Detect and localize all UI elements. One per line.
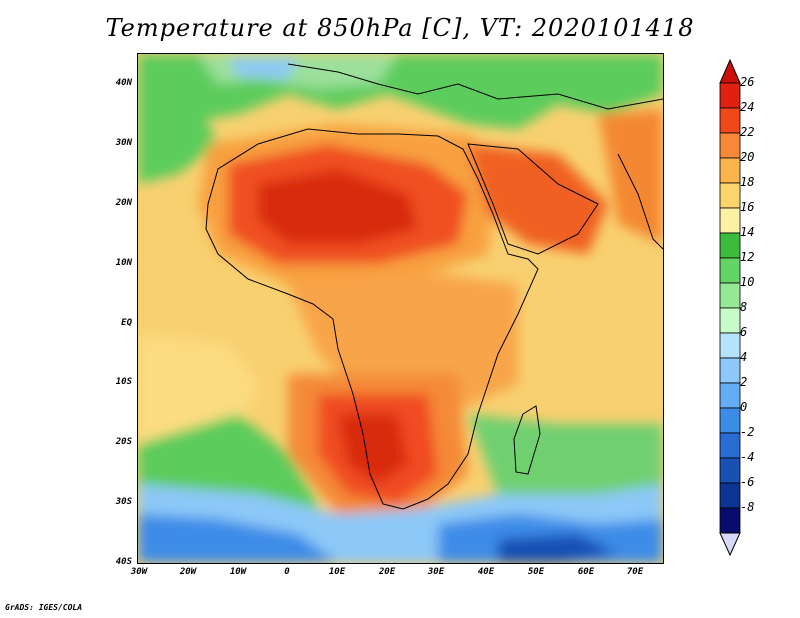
colorbar-box: [719, 232, 741, 259]
colorbar-tick-label: -6: [740, 475, 755, 489]
colorbar-tick-label: 4: [740, 350, 748, 364]
colorbar-tick-label: 6: [740, 325, 748, 339]
colorbar-box: [719, 82, 741, 109]
colorbar-top-arrow: [719, 58, 741, 84]
colorbar: [719, 58, 741, 557]
colorbar-tick-label: 12: [740, 250, 755, 264]
lat-tick-label: 20N: [115, 198, 132, 208]
lon-tick-label: 40E: [477, 567, 495, 577]
lon-tick-label: 30W: [130, 567, 148, 577]
lat-tick-label: 10S: [115, 377, 132, 387]
colorbar-box: [719, 132, 741, 159]
colorbar-tick-label: 20: [740, 150, 755, 164]
indian-ocean-green: [468, 414, 663, 504]
coastlines: [205, 63, 663, 510]
map-svg: [138, 54, 663, 563]
north-blue-patch: [228, 59, 298, 79]
colorbar-tick-label: 18: [740, 175, 755, 189]
chart-title: Temperature at 850hPa [C], VT: 202010141…: [105, 14, 695, 42]
colorbar-box: [719, 182, 741, 209]
colorbar-box: [719, 207, 741, 234]
colorbar-box: [719, 157, 741, 184]
arabia-coastline: [467, 143, 599, 255]
colorbar-box: [719, 332, 741, 359]
colorbar-tick-label: 24: [740, 100, 755, 114]
lon-tick-label: 20E: [378, 567, 396, 577]
colorbar-box: [719, 257, 741, 284]
colorbar-tick-label: 0: [740, 400, 748, 414]
lat-tick-label: EQ: [121, 318, 132, 328]
lon-tick-label: 20W: [179, 567, 197, 577]
lat-tick-label: 30S: [115, 497, 132, 507]
southern-ocean-cold: [138, 514, 338, 563]
sahara-core: [258, 169, 418, 244]
southern-ocean-coldest: [498, 534, 618, 563]
lon-tick-label: 60E: [577, 567, 595, 577]
colorbar-tick-label: -4: [740, 450, 755, 464]
colorbar-tick-label: 26: [740, 75, 755, 89]
lat-tick-label: 20S: [115, 437, 132, 447]
colorbar-bottom-arrow: [719, 532, 741, 557]
colorbar-box: [719, 107, 741, 134]
colorbar-tick-label: 14: [740, 225, 755, 239]
colorbar-tick-label: 22: [740, 125, 755, 139]
colorbar-box: [719, 282, 741, 309]
lat-tick-label: 40N: [115, 78, 132, 88]
lon-tick-label: 10E: [328, 567, 346, 577]
kalahari-core: [338, 414, 408, 484]
lat-tick-label: 30N: [115, 138, 132, 148]
colorbar-tick-label: -2: [740, 425, 755, 439]
colorbar-tick-label: 10: [740, 275, 755, 289]
colorbar-boxes: [719, 82, 741, 534]
temperature-map: [137, 53, 664, 564]
atlantic-north-cool: [138, 94, 218, 184]
lon-tick-label: 10W: [229, 567, 247, 577]
colorbar-box: [719, 432, 741, 459]
colorbar-box: [719, 482, 741, 509]
colorbar-box: [719, 407, 741, 434]
colorbar-tick-label: -8: [740, 500, 755, 514]
lat-tick-label: 10N: [115, 258, 132, 268]
madagascar-coastline: [513, 405, 541, 475]
colorbar-tick-label: 8: [740, 300, 748, 314]
lat-tick-label: 40S: [115, 557, 132, 567]
africa-coastline: [205, 128, 539, 510]
colorbar-box: [719, 507, 741, 534]
colorbar-box: [719, 382, 741, 409]
colorbar-tick-label: 16: [740, 200, 755, 214]
india-warm: [598, 109, 663, 244]
arabia-hot: [468, 144, 608, 254]
lon-tick-label: 30E: [427, 567, 445, 577]
colorbar-box: [719, 357, 741, 384]
footer-credit: GrADS: IGES/COLA: [5, 603, 83, 612]
europe-coastline: [287, 63, 663, 110]
colorbar-box: [719, 457, 741, 484]
lon-tick-label: 70E: [626, 567, 644, 577]
india-coastline: [617, 153, 663, 250]
colorbar-tick-label: 2: [740, 375, 748, 389]
colorbar-box: [719, 307, 741, 334]
lon-tick-label: 50E: [527, 567, 545, 577]
lon-tick-label: 0: [284, 567, 290, 577]
